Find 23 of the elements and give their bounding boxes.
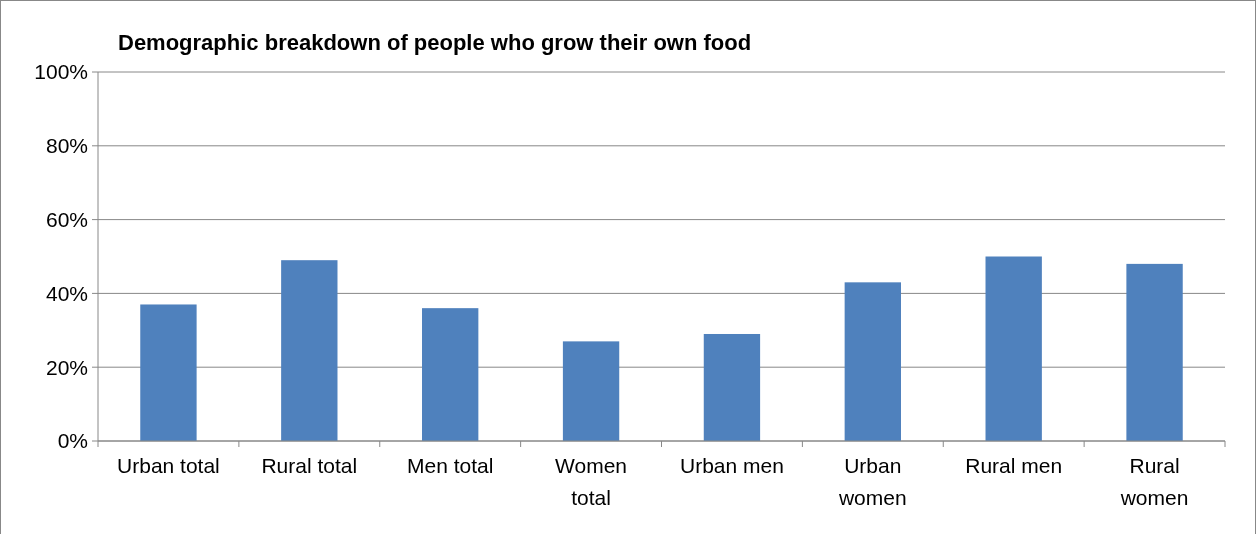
y-tick-label: 20% bbox=[45, 355, 88, 379]
bar bbox=[703, 333, 761, 441]
x-tick-label: Rural total bbox=[261, 454, 358, 477]
bar bbox=[281, 260, 338, 441]
bar bbox=[1126, 263, 1183, 441]
y-tick-label: 80% bbox=[45, 134, 88, 158]
x-tick-label: Women total bbox=[555, 454, 628, 509]
bar bbox=[844, 282, 901, 441]
x-tick-label: Urban women bbox=[837, 454, 907, 509]
bar bbox=[562, 341, 620, 441]
x-tick-label: Urban total bbox=[117, 454, 220, 477]
y-tick-label: 0% bbox=[57, 429, 88, 453]
bar bbox=[140, 304, 197, 441]
y-tick-label: 100% bbox=[34, 60, 88, 84]
x-tick-label: Rural men bbox=[965, 454, 1063, 477]
x-tick-label: Urban men bbox=[679, 454, 784, 477]
x-tick-label: Rural women bbox=[1119, 454, 1189, 509]
y-tick-label: 60% bbox=[45, 207, 88, 231]
x-tick-label: Men total bbox=[406, 454, 494, 477]
chart-title: Demographic breakdown of people who grow their own food bbox=[118, 30, 752, 55]
bar bbox=[985, 256, 1042, 441]
y-tick-label: 40% bbox=[45, 281, 88, 305]
bar bbox=[422, 308, 479, 441]
